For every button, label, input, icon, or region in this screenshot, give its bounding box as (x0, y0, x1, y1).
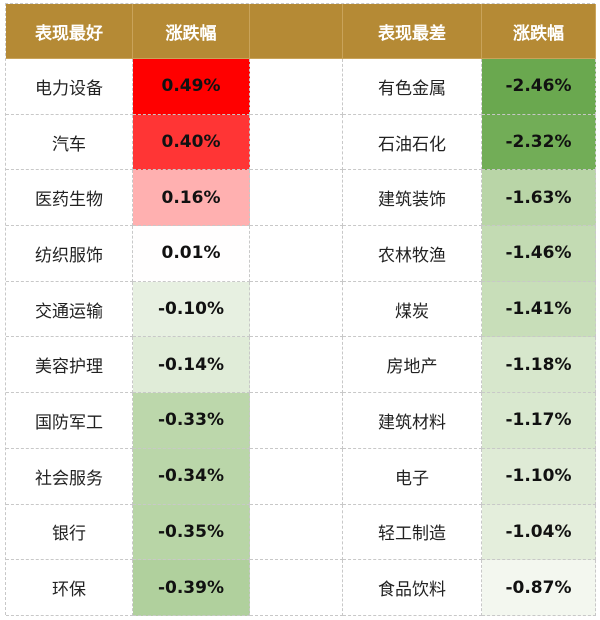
best-sector-change: 0.49% (133, 59, 250, 115)
header-gap (250, 4, 343, 59)
best-sector-name: 美容护理 (6, 337, 133, 394)
worst-sector-name: 房地产 (343, 337, 482, 394)
column-gap (250, 337, 343, 394)
best-sector-name: 电力设备 (6, 59, 133, 115)
best-sector-name: 纺织服饰 (6, 226, 133, 282)
best-sector-name: 交通运输 (6, 281, 133, 338)
worst-sector-change: -2.46% (482, 59, 596, 115)
best-sector-name: 社会服务 (6, 448, 133, 505)
worst-sector-change: -2.32% (482, 114, 596, 171)
column-gap (250, 114, 343, 171)
worst-sector-change: -1.17% (482, 393, 596, 449)
worst-sector-name: 有色金属 (343, 59, 482, 115)
column-gap (250, 560, 343, 616)
column-gap (250, 393, 343, 449)
column-gap (250, 170, 343, 227)
header-worst-change-label: 涨跌幅 (482, 4, 596, 59)
worst-sector-change: -1.04% (482, 504, 596, 561)
worst-sector-name: 农林牧渔 (343, 226, 482, 282)
column-gap (250, 226, 343, 282)
worst-sector-change: -1.41% (482, 281, 596, 338)
header-worst-label: 表现最差 (343, 4, 482, 59)
best-sector-change: -0.35% (133, 504, 250, 561)
best-sector-change: 0.40% (133, 114, 250, 171)
worst-sector-name: 建筑装饰 (343, 170, 482, 227)
worst-sector-name: 煤炭 (343, 281, 482, 338)
worst-sector-change: -1.46% (482, 226, 596, 282)
column-gap (250, 281, 343, 338)
best-sector-name: 汽车 (6, 114, 133, 171)
worst-sector-name: 轻工制造 (343, 504, 482, 561)
column-gap (250, 448, 343, 505)
worst-sector-change: -1.63% (482, 170, 596, 227)
worst-sector-change: -0.87% (482, 560, 596, 616)
sector-performance-table: 表现最好 涨跌幅 表现最差 涨跌幅 电力设备 0.49% 有色金属 -2.46% 汽车 0… (5, 3, 596, 616)
header-best-label: 表现最好 (6, 4, 133, 59)
best-sector-name: 国防军工 (6, 393, 133, 449)
worst-sector-change: -1.10% (482, 448, 596, 505)
best-sector-change: -0.14% (133, 337, 250, 394)
worst-sector-change: -1.18% (482, 337, 596, 394)
column-gap (250, 59, 343, 115)
best-sector-change: -0.39% (133, 560, 250, 616)
best-sector-change: -0.34% (133, 448, 250, 505)
worst-sector-name: 食品饮料 (343, 560, 482, 616)
best-sector-change: -0.10% (133, 281, 250, 338)
worst-sector-name: 电子 (343, 448, 482, 505)
best-sector-name: 银行 (6, 504, 133, 561)
column-gap (250, 504, 343, 561)
worst-sector-name: 石油石化 (343, 114, 482, 171)
best-sector-name: 环保 (6, 560, 133, 616)
best-sector-change: 0.01% (133, 226, 250, 282)
header-best-change-label: 涨跌幅 (133, 4, 250, 59)
best-sector-name: 医药生物 (6, 170, 133, 227)
worst-sector-name: 建筑材料 (343, 393, 482, 449)
best-sector-change: 0.16% (133, 170, 250, 227)
best-sector-change: -0.33% (133, 393, 250, 449)
